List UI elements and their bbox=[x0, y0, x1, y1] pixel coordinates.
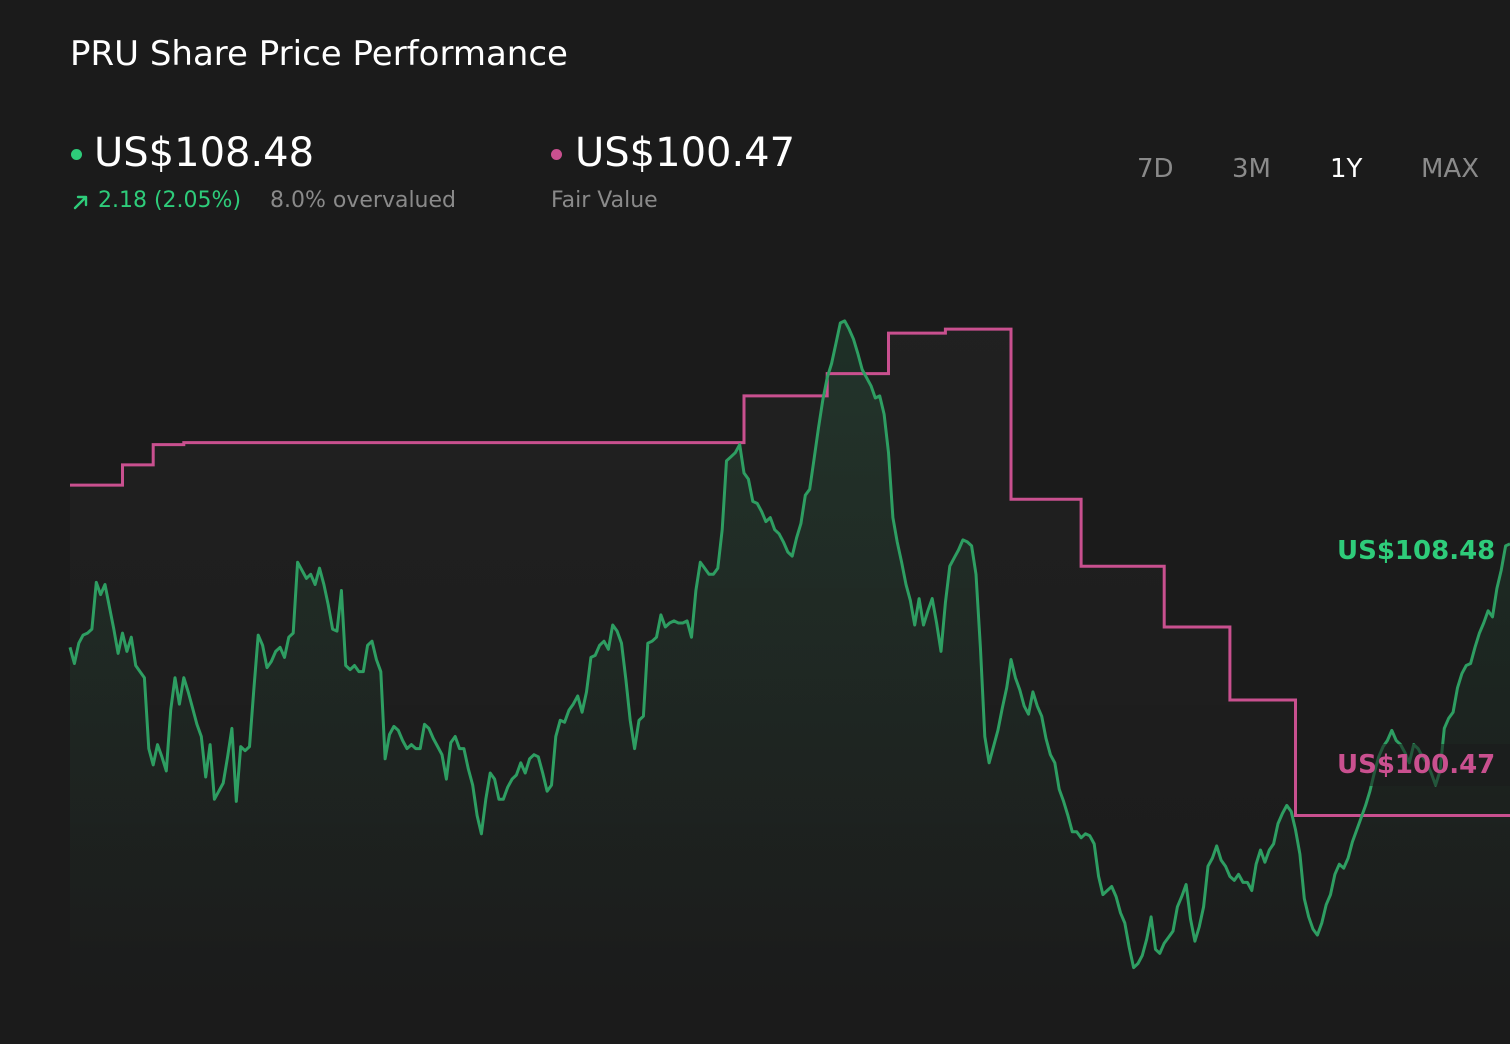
share-price-line bbox=[68, 319, 1510, 970]
tab-1y[interactable]: 1Y bbox=[1330, 154, 1363, 184]
share-price-dot bbox=[71, 149, 82, 160]
tab-max[interactable]: MAX bbox=[1421, 154, 1480, 184]
fair-value-label-backdrop bbox=[1330, 744, 1510, 786]
tab-3m[interactable]: 3M bbox=[1232, 154, 1271, 184]
share-price-change: 2.18 (2.05%) bbox=[98, 188, 242, 213]
share-price-end-label: US$108.48 bbox=[1337, 536, 1495, 566]
tab-7d[interactable]: 7D bbox=[1137, 154, 1174, 184]
fair-value-line bbox=[70, 327, 1510, 817]
fair-value-dot bbox=[551, 149, 562, 160]
valuation-status: 8.0% overvalued bbox=[270, 188, 457, 213]
share-price-area bbox=[70, 320, 1510, 1000]
fair-value-caption: Fair Value bbox=[551, 188, 658, 213]
fair-value-value: US$100.47 bbox=[575, 130, 796, 176]
fair-value-end-label: US$100.47 bbox=[1337, 750, 1495, 780]
page-title: PRU Share Price Performance bbox=[70, 34, 568, 74]
arrow-up-right-icon bbox=[73, 195, 88, 210]
share-price-value: US$108.48 bbox=[94, 130, 315, 176]
